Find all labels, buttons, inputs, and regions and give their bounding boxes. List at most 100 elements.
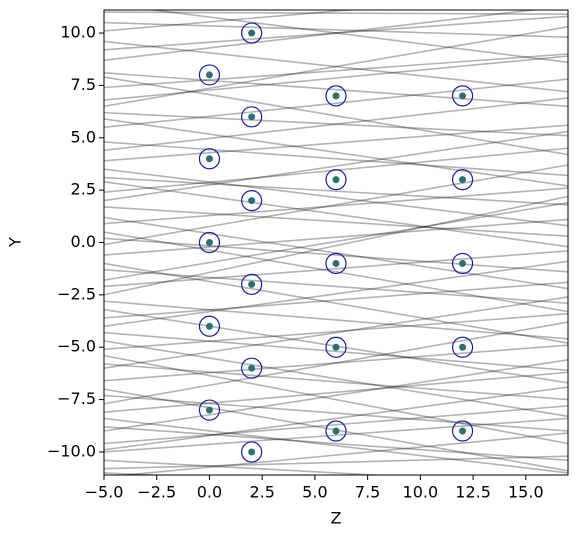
x-tick-label: 0.0 [197, 483, 222, 502]
hit-ring [198, 64, 221, 86]
track [104, 344, 568, 382]
track [104, 97, 568, 152]
track [104, 262, 568, 344]
hit-ring [198, 315, 221, 337]
track [104, 10, 540, 62]
hit-ring [198, 399, 221, 421]
track [104, 78, 568, 129]
hit-dot [248, 197, 256, 205]
hit-dot [332, 427, 340, 435]
hit-dot [205, 406, 213, 414]
hit-ring [241, 273, 263, 295]
track [104, 260, 568, 328]
track [104, 386, 568, 451]
track [104, 111, 568, 137]
hit-ring [325, 252, 347, 275]
hit-ring [241, 357, 263, 379]
x-tick-label: 15.0 [508, 483, 544, 502]
track [104, 40, 568, 93]
x-axis-label: Z [331, 509, 342, 528]
hit-ring [451, 336, 474, 358]
hit-ring [325, 169, 347, 191]
track [104, 331, 568, 372]
y-tick-label: 2.5 [71, 180, 96, 199]
x-tick-label: 7.5 [355, 483, 380, 502]
track [104, 206, 568, 238]
track [104, 195, 568, 296]
hit-dot [459, 343, 467, 351]
track [104, 417, 568, 453]
track [104, 53, 568, 89]
hit-ring [451, 169, 474, 191]
track [147, 10, 568, 64]
track [104, 281, 568, 319]
track [104, 21, 568, 39]
track [104, 359, 568, 432]
hit-ring [325, 420, 347, 442]
hit-dot [248, 448, 256, 456]
y-tick-label: 7.5 [71, 75, 96, 94]
hit-dot [459, 176, 467, 184]
track [104, 11, 568, 15]
track [104, 426, 568, 462]
track [104, 268, 568, 305]
y-tick-label: −5.0 [57, 337, 96, 356]
track [104, 187, 568, 225]
track [104, 312, 568, 351]
y-tick-label: 10.0 [60, 23, 96, 42]
hit-dot [205, 71, 213, 79]
track [104, 10, 358, 32]
hit-ring [325, 336, 347, 358]
track [104, 321, 568, 405]
hit-dot [248, 29, 256, 37]
hit-dot [205, 322, 213, 330]
hit-dot [248, 113, 256, 121]
track [117, 432, 568, 475]
track [104, 363, 568, 401]
hit-dot [332, 176, 340, 184]
track [104, 218, 568, 256]
hit-ring [451, 252, 474, 275]
track [104, 405, 568, 445]
track [104, 72, 568, 108]
hit-dot [332, 343, 340, 351]
track [104, 164, 568, 246]
track [104, 237, 568, 273]
track [104, 455, 568, 470]
track [104, 118, 568, 187]
hit-dot [248, 364, 256, 372]
y-axis-label: Y [6, 237, 25, 248]
hit-ring [198, 231, 221, 254]
track [104, 55, 568, 101]
y-tick-label: −7.5 [57, 389, 96, 408]
track [104, 25, 568, 108]
x-tick-label: −2.5 [137, 483, 176, 502]
track [104, 296, 568, 369]
hit-ring [241, 22, 263, 44]
track [104, 76, 568, 156]
hit-dot [332, 259, 340, 267]
track [104, 15, 568, 51]
y-tick-label: −2.5 [57, 284, 96, 303]
hit-dot [459, 259, 467, 267]
hit-ring [198, 148, 221, 170]
hit-dot [205, 239, 213, 246]
hit-ring [451, 420, 474, 442]
hit-dot [205, 155, 213, 163]
hit-dot [332, 92, 340, 100]
hit-ring [241, 441, 263, 463]
track [104, 124, 568, 162]
hit-ring [451, 85, 474, 107]
hit-dot [248, 280, 256, 288]
x-tick-label: −5.0 [85, 483, 124, 502]
track [104, 459, 390, 475]
track [104, 201, 568, 281]
plot-area [104, 10, 568, 475]
points [198, 22, 474, 463]
track [104, 168, 568, 227]
track [104, 130, 568, 202]
hit-dot [459, 427, 467, 435]
track [104, 180, 568, 248]
track [104, 417, 568, 474]
